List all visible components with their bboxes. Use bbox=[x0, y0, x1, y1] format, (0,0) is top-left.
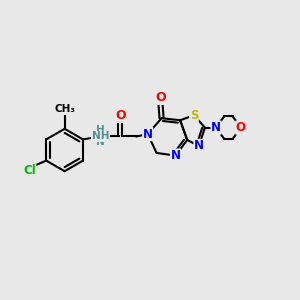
Text: O: O bbox=[155, 92, 166, 104]
Text: N: N bbox=[170, 149, 180, 162]
Text: N: N bbox=[143, 128, 153, 141]
Text: NH: NH bbox=[92, 131, 109, 142]
Text: O: O bbox=[115, 109, 126, 122]
Text: S: S bbox=[190, 109, 198, 122]
Text: H
N: H N bbox=[96, 125, 105, 147]
Text: N: N bbox=[211, 121, 221, 134]
Text: CH₃: CH₃ bbox=[54, 104, 75, 114]
Text: NH: NH bbox=[92, 131, 109, 142]
Text: O: O bbox=[236, 121, 246, 134]
Text: N: N bbox=[194, 140, 204, 152]
Text: Cl: Cl bbox=[23, 164, 36, 177]
